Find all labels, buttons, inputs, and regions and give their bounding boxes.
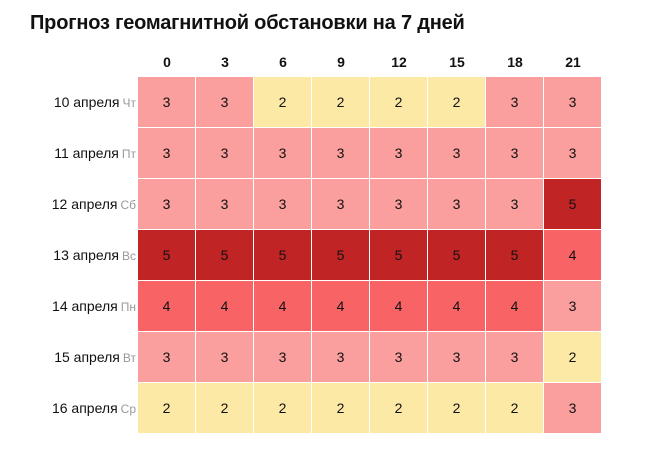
heatmap-cell: 5 bbox=[486, 230, 543, 280]
heatmap-cell: 3 bbox=[544, 77, 601, 127]
col-header-6: 6 bbox=[279, 54, 287, 70]
heatmap-cell: 3 bbox=[138, 128, 195, 178]
heatmap-cell: 5 bbox=[254, 230, 311, 280]
heatmap-cell: 3 bbox=[544, 128, 601, 178]
heatmap-cell: 3 bbox=[370, 128, 427, 178]
heatmap-cell: 3 bbox=[544, 383, 601, 433]
col-header-12: 12 bbox=[391, 54, 407, 70]
heatmap-cell: 2 bbox=[370, 77, 427, 127]
heatmap-cell: 3 bbox=[544, 281, 601, 331]
heatmap-cell: 5 bbox=[312, 230, 369, 280]
heatmap-cell: 2 bbox=[138, 383, 195, 433]
heatmap-cell: 3 bbox=[486, 77, 543, 127]
heatmap-cell: 3 bbox=[486, 332, 543, 382]
heatmap-cell: 4 bbox=[312, 281, 369, 331]
heatmap-cell: 3 bbox=[138, 77, 195, 127]
row-date: 11 апреля bbox=[54, 145, 119, 161]
row-weekday: Пт bbox=[121, 147, 136, 161]
col-header-15: 15 bbox=[449, 54, 465, 70]
heatmap-cell: 3 bbox=[370, 332, 427, 382]
heatmap-cell: 4 bbox=[196, 281, 253, 331]
heatmap-cell: 3 bbox=[428, 332, 485, 382]
heatmap-cell: 3 bbox=[254, 179, 311, 229]
row-weekday: Сб bbox=[120, 198, 136, 212]
heatmap-cell: 5 bbox=[370, 230, 427, 280]
row-date: 13 апреля bbox=[53, 247, 119, 263]
heatmap-cell: 3 bbox=[428, 128, 485, 178]
col-header-18: 18 bbox=[507, 54, 523, 70]
heatmap-cell: 3 bbox=[370, 179, 427, 229]
heatmap-cell: 3 bbox=[312, 332, 369, 382]
row-label: 13 апреля Вс bbox=[14, 230, 136, 281]
row-date: 15 апреля bbox=[54, 349, 120, 365]
row-weekday: Вт bbox=[122, 351, 136, 365]
heatmap-cell: 5 bbox=[428, 230, 485, 280]
row-weekday: Вс bbox=[121, 249, 136, 263]
row-weekday: Чт bbox=[122, 96, 137, 110]
col-header-21: 21 bbox=[565, 54, 581, 70]
heatmap-cell: 2 bbox=[428, 383, 485, 433]
row-weekday: Пн bbox=[120, 300, 136, 314]
heatmap-cell: 4 bbox=[428, 281, 485, 331]
heatmap-cell: 3 bbox=[312, 128, 369, 178]
heatmap-cell: 2 bbox=[486, 383, 543, 433]
row-label: 11 апреля Пт bbox=[14, 128, 136, 179]
heatmap-cell: 4 bbox=[370, 281, 427, 331]
row-date: 12 апреля bbox=[51, 196, 118, 212]
heatmap-cell: 3 bbox=[138, 332, 195, 382]
row-date: 14 апреля bbox=[52, 298, 118, 314]
heatmap-cell: 5 bbox=[196, 230, 253, 280]
heatmap-cell: 4 bbox=[254, 281, 311, 331]
heatmap-cell: 2 bbox=[544, 332, 601, 382]
col-header-3: 3 bbox=[221, 54, 229, 70]
heatmap-cell: 4 bbox=[138, 281, 195, 331]
row-label: 10 апреля Чт bbox=[14, 77, 136, 128]
heatmap-cell: 3 bbox=[486, 179, 543, 229]
heatmap-cell: 2 bbox=[254, 383, 311, 433]
heatmap-cell: 4 bbox=[544, 230, 601, 280]
row-label: 12 апреля Сб bbox=[14, 179, 136, 230]
col-header-9: 9 bbox=[337, 54, 345, 70]
heatmap-cell: 3 bbox=[428, 179, 485, 229]
row-label: 14 апреля Пн bbox=[14, 281, 136, 332]
col-header-0: 0 bbox=[163, 54, 171, 70]
heatmap-cell: 5 bbox=[544, 179, 601, 229]
heatmap-cell: 3 bbox=[196, 332, 253, 382]
heatmap-cell: 3 bbox=[196, 128, 253, 178]
heatmap-cell: 2 bbox=[312, 77, 369, 127]
heatmap-cell: 4 bbox=[486, 281, 543, 331]
heatmap-cell: 5 bbox=[138, 230, 195, 280]
row-label: 16 апреля Ср bbox=[14, 383, 136, 434]
heatmap-cell: 3 bbox=[196, 77, 253, 127]
row-weekday: Ср bbox=[120, 402, 136, 416]
heatmap-cell: 3 bbox=[196, 179, 253, 229]
heatmap-cell: 3 bbox=[254, 128, 311, 178]
heatmap-cell: 2 bbox=[254, 77, 311, 127]
heatmap-cell: 3 bbox=[486, 128, 543, 178]
heatmap-cell: 2 bbox=[428, 77, 485, 127]
heatmap-cell: 2 bbox=[196, 383, 253, 433]
heatmap-cell: 3 bbox=[138, 179, 195, 229]
heatmap-cell: 3 bbox=[312, 179, 369, 229]
row-date: 16 апреля bbox=[51, 400, 118, 416]
heatmap-cell: 2 bbox=[312, 383, 369, 433]
chart-title: Прогноз геомагнитной обстановки на 7 дне… bbox=[30, 12, 465, 34]
heatmap-cell: 2 bbox=[370, 383, 427, 433]
heatmap-cell: 3 bbox=[254, 332, 311, 382]
row-label: 15 апреля Вт bbox=[14, 332, 136, 383]
row-date: 10 апреля bbox=[53, 94, 120, 110]
